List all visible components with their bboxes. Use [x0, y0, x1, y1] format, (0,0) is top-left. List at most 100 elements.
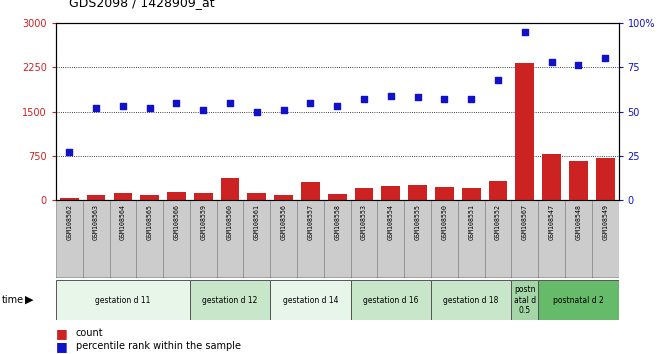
Bar: [297, 200, 324, 278]
Bar: [355, 188, 373, 200]
Bar: [538, 280, 619, 320]
Bar: [592, 200, 619, 278]
Bar: [515, 63, 534, 200]
Text: GSM108555: GSM108555: [415, 204, 420, 240]
Point: [466, 96, 476, 102]
Point: [439, 96, 449, 102]
Point: [413, 95, 423, 100]
Text: GSM108561: GSM108561: [254, 204, 260, 240]
Text: GSM108554: GSM108554: [388, 204, 393, 240]
Bar: [569, 161, 588, 200]
Bar: [324, 200, 351, 278]
Text: GSM108556: GSM108556: [281, 204, 287, 240]
Text: postnatal d 2: postnatal d 2: [553, 296, 603, 304]
Bar: [382, 187, 400, 200]
Bar: [351, 200, 378, 278]
Text: GSM108560: GSM108560: [227, 204, 233, 240]
Bar: [538, 200, 565, 278]
Text: postn
atal d
0.5: postn atal d 0.5: [514, 285, 536, 315]
Point: [546, 59, 557, 65]
Point: [332, 103, 342, 109]
Bar: [431, 280, 511, 320]
Bar: [270, 200, 297, 278]
Bar: [484, 200, 511, 278]
Text: time: time: [1, 295, 24, 305]
Bar: [378, 200, 404, 278]
Text: gestation d 16: gestation d 16: [363, 296, 418, 304]
Point: [278, 107, 289, 113]
Bar: [270, 280, 351, 320]
Bar: [301, 182, 320, 200]
Point: [118, 103, 128, 109]
Bar: [351, 280, 431, 320]
Bar: [458, 200, 484, 278]
Point: [520, 29, 530, 35]
Text: GSM108564: GSM108564: [120, 204, 126, 240]
Text: ■: ■: [56, 327, 68, 340]
Point: [225, 100, 236, 105]
Bar: [60, 198, 79, 200]
Text: GSM108551: GSM108551: [468, 204, 474, 240]
Point: [493, 77, 503, 82]
Bar: [56, 200, 83, 278]
Bar: [190, 280, 270, 320]
Point: [386, 93, 396, 98]
Text: GSM108552: GSM108552: [495, 204, 501, 240]
Bar: [136, 200, 163, 278]
Text: percentile rank within the sample: percentile rank within the sample: [76, 341, 241, 351]
Bar: [83, 200, 109, 278]
Bar: [140, 195, 159, 200]
Point: [251, 109, 262, 114]
Bar: [404, 200, 431, 278]
Bar: [87, 195, 105, 200]
Bar: [511, 280, 538, 320]
Text: GSM108558: GSM108558: [334, 204, 340, 240]
Text: GSM108559: GSM108559: [200, 204, 206, 240]
Text: GSM108557: GSM108557: [307, 204, 313, 240]
Bar: [462, 188, 480, 200]
Bar: [163, 200, 190, 278]
Bar: [114, 193, 132, 200]
Bar: [109, 200, 136, 278]
Text: ▶: ▶: [25, 295, 34, 305]
Point: [198, 107, 209, 113]
Point: [573, 63, 584, 68]
Bar: [190, 200, 216, 278]
Point: [305, 100, 316, 105]
Text: GSM108547: GSM108547: [549, 204, 555, 240]
Text: GSM108567: GSM108567: [522, 204, 528, 240]
Text: gestation d 14: gestation d 14: [283, 296, 338, 304]
Bar: [431, 200, 458, 278]
Bar: [56, 280, 190, 320]
Text: GSM108553: GSM108553: [361, 204, 367, 240]
Bar: [167, 192, 186, 200]
Bar: [511, 200, 538, 278]
Text: ■: ■: [56, 340, 68, 353]
Text: GSM108565: GSM108565: [147, 204, 153, 240]
Text: gestation d 18: gestation d 18: [443, 296, 499, 304]
Text: GSM108566: GSM108566: [174, 204, 180, 240]
Point: [91, 105, 101, 111]
Text: GSM108562: GSM108562: [66, 204, 72, 240]
Bar: [489, 181, 507, 200]
Point: [359, 96, 369, 102]
Point: [171, 100, 182, 105]
Text: GDS2098 / 1428909_at: GDS2098 / 1428909_at: [69, 0, 215, 9]
Bar: [328, 194, 347, 200]
Text: GSM108549: GSM108549: [602, 204, 608, 240]
Text: gestation d 12: gestation d 12: [203, 296, 258, 304]
Text: GSM108550: GSM108550: [442, 204, 447, 240]
Bar: [243, 200, 270, 278]
Text: GSM108548: GSM108548: [575, 204, 581, 240]
Bar: [542, 154, 561, 200]
Text: gestation d 11: gestation d 11: [95, 296, 151, 304]
Bar: [194, 193, 213, 200]
Text: GSM108563: GSM108563: [93, 204, 99, 240]
Bar: [274, 195, 293, 200]
Text: count: count: [76, 329, 103, 338]
Point: [144, 105, 155, 111]
Bar: [220, 178, 240, 200]
Bar: [595, 158, 615, 200]
Bar: [565, 200, 592, 278]
Bar: [247, 193, 266, 200]
